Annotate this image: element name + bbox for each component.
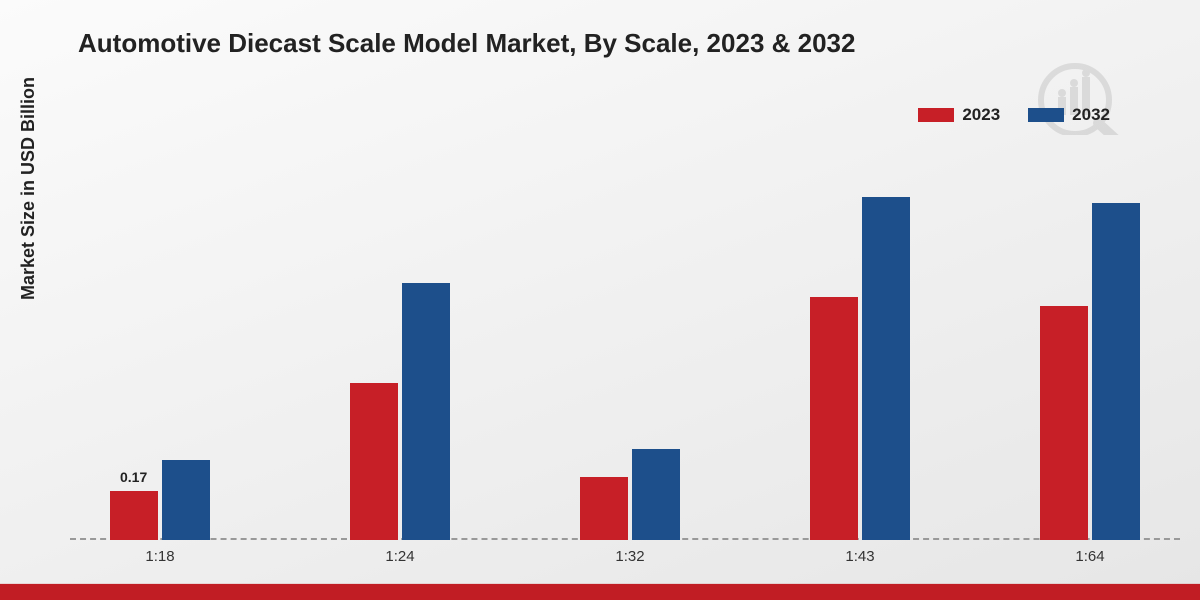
bar: [632, 449, 680, 540]
legend-item-2023: 2023: [918, 105, 1000, 125]
bar-group: [350, 283, 450, 540]
bar-group: [1040, 203, 1140, 540]
legend-swatch-2023: [918, 108, 954, 122]
bar: [810, 297, 858, 540]
bar: [1040, 306, 1088, 540]
legend-item-2032: 2032: [1028, 105, 1110, 125]
bar: [162, 460, 210, 540]
y-axis-label: Market Size in USD Billion: [18, 77, 39, 300]
bar-group: [810, 197, 910, 540]
x-tick-label: 1:43: [845, 548, 874, 565]
x-tick-label: 1:64: [1075, 548, 1104, 565]
legend: 2023 2032: [918, 105, 1110, 125]
legend-swatch-2032: [1028, 108, 1064, 122]
x-axis-labels: 1:18 1:24 1:32 1:43 1:64: [70, 548, 1180, 568]
plot-area: 0.17: [70, 140, 1180, 540]
x-tick-label: 1:18: [145, 548, 174, 565]
bar: [402, 283, 450, 540]
bar: [1092, 203, 1140, 540]
bar: [110, 491, 158, 540]
bar-value-label: 0.17: [120, 469, 147, 485]
footer-redbar: [0, 584, 1200, 600]
legend-label: 2023: [962, 105, 1000, 125]
bar: [580, 477, 628, 540]
bar-group: [580, 449, 680, 540]
bar: [862, 197, 910, 540]
bar: [350, 383, 398, 540]
x-tick-label: 1:32: [615, 548, 644, 565]
chart-title: Automotive Diecast Scale Model Market, B…: [78, 28, 855, 59]
legend-label: 2032: [1072, 105, 1110, 125]
x-tick-label: 1:24: [385, 548, 414, 565]
